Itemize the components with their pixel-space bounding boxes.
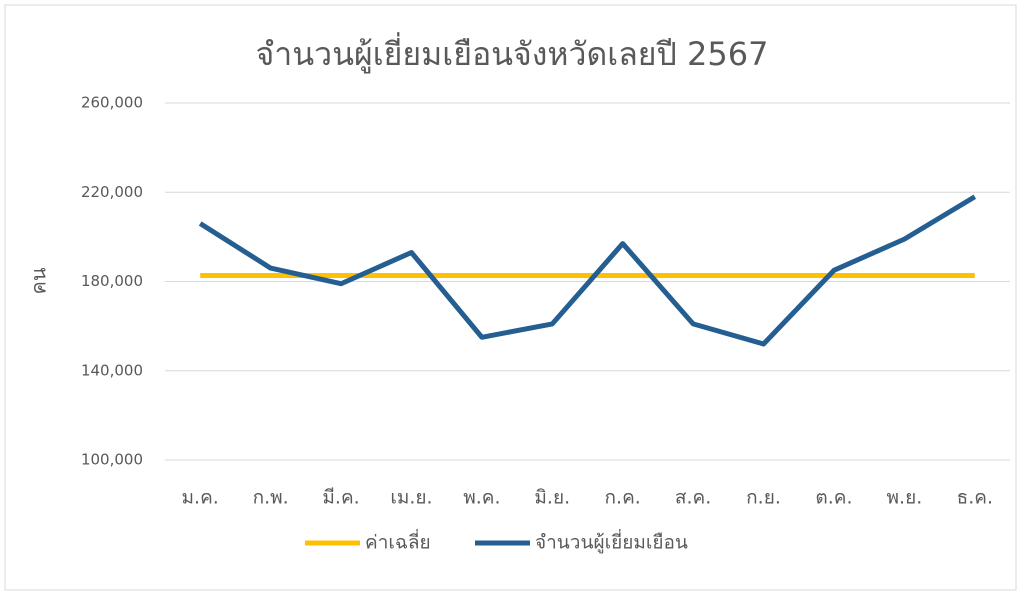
- chart-title: จำนวนผู้เยี่ยมเยือนจังหวัดเลยปี 2567: [256, 32, 769, 74]
- x-tick-label: ม.ค.: [182, 487, 219, 509]
- chart-frame: [4, 4, 1017, 591]
- legend-label: ค่าเฉลี่ย: [365, 529, 431, 554]
- x-tick-label: เม.ย.: [390, 487, 432, 509]
- x-tick-label: มี.ค.: [322, 487, 359, 509]
- x-tick-label: ธ.ค.: [957, 487, 993, 509]
- x-tick-label: ส.ค.: [675, 487, 711, 509]
- y-tick-label: 220,000: [81, 183, 143, 201]
- x-tick-label: มิ.ย.: [534, 487, 570, 509]
- y-tick-label: 260,000: [81, 94, 143, 112]
- y-tick-label: 140,000: [81, 361, 143, 379]
- x-tick-label: พ.ย.: [887, 487, 923, 509]
- legend-label: จำนวนผู้เยี่ยมเยือน: [535, 529, 688, 554]
- x-tick-label: ก.พ.: [253, 487, 289, 509]
- series-line: [198, 194, 977, 347]
- x-tick-label: ก.ค.: [605, 487, 641, 509]
- y-axis-title: คน: [27, 267, 51, 294]
- x-tick-label: พ.ค.: [463, 487, 500, 509]
- x-tick-label: ต.ค.: [815, 487, 852, 509]
- x-tick-label: ก.ย.: [746, 487, 781, 509]
- y-tick-label: 180,000: [81, 272, 143, 290]
- y-tick-label: 100,000: [81, 451, 143, 469]
